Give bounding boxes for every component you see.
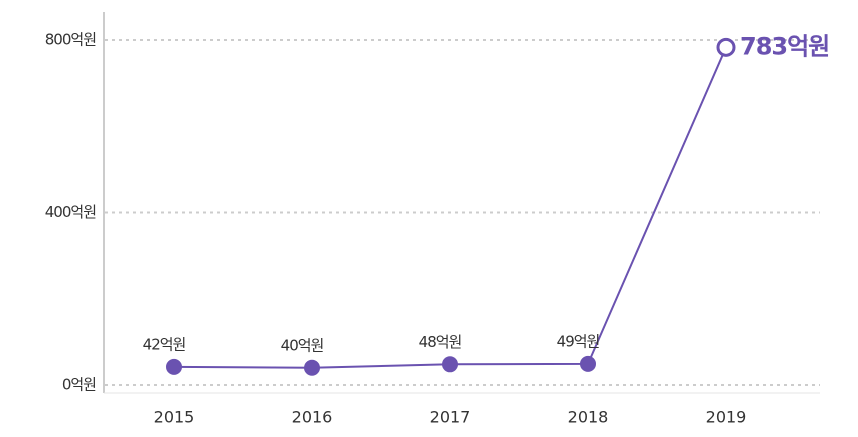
point [580, 355, 596, 372]
y-tick-label: 400억원 [45, 203, 96, 221]
value-label: 49억원 [557, 332, 600, 350]
line [173, 46, 727, 369]
x-tick-label: 2015 [154, 408, 195, 427]
y-tick-label: 800억원 [45, 31, 96, 49]
x-tick-label: 2018 [568, 408, 609, 427]
point [716, 37, 736, 57]
x-tick-label: 2019 [706, 408, 747, 427]
value-label: 42억원 [143, 335, 186, 353]
value-label: 48억원 [419, 333, 462, 351]
point [304, 359, 320, 376]
point [442, 356, 458, 373]
value-label: 783억원 [740, 32, 829, 60]
point [166, 358, 182, 375]
x-tick-label: 2017 [430, 408, 471, 427]
x-tick-label: 2016 [292, 408, 333, 427]
y-tick-label: 0억원 [62, 376, 96, 394]
value-label: 40억원 [281, 336, 324, 354]
